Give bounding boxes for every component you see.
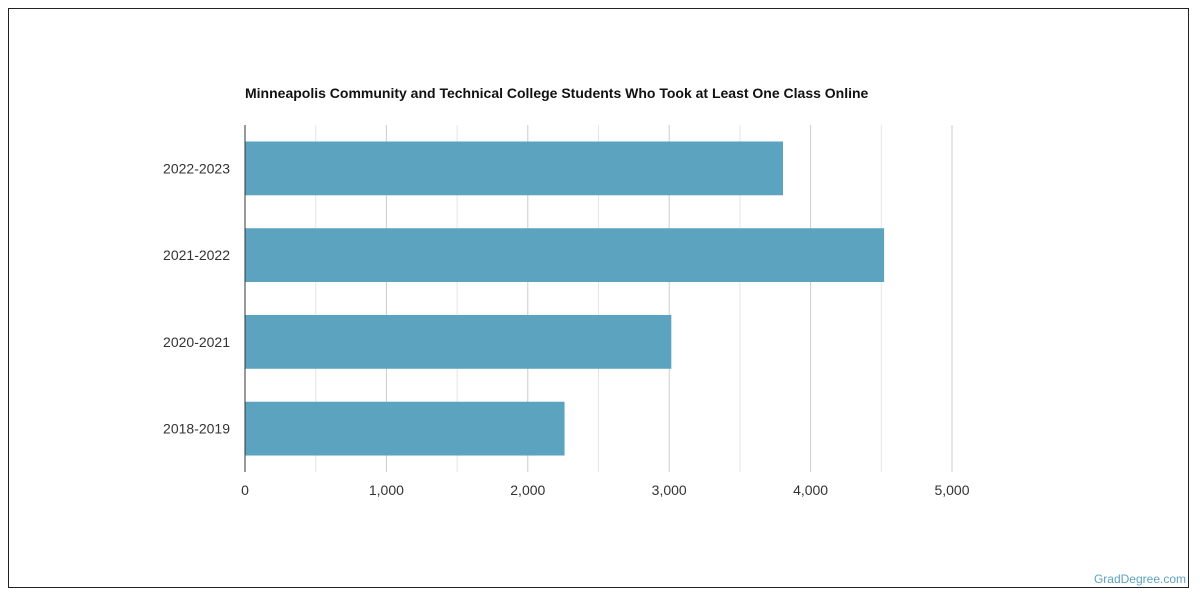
x-tick-label: 3,000 [652, 482, 687, 498]
category-label: 2018-2019 [163, 421, 230, 437]
category-label: 2022-2023 [163, 160, 230, 176]
bar-2020-2021 [245, 314, 672, 369]
bars [245, 141, 885, 456]
x-tick-label: 4,000 [793, 482, 828, 498]
chart-title: Minneapolis Community and Technical Coll… [245, 85, 869, 101]
category-labels: 2022-2023 2021-2022 2020-2021 2018-2019 [163, 160, 230, 436]
x-tick-label: 5,000 [934, 482, 969, 498]
category-label: 2021-2022 [163, 247, 230, 263]
x-tick-label: 2,000 [510, 482, 545, 498]
category-label: 2020-2021 [163, 334, 230, 350]
x-tick-label: 0 [241, 482, 249, 498]
tick-labels: 0 1,000 2,000 3,000 4,000 5,000 [241, 482, 970, 498]
source-link[interactable]: GradDegree.com [1093, 572, 1186, 586]
bar-2022-2023 [245, 141, 784, 196]
bar-2021-2022 [245, 228, 885, 283]
bar-2018-2019 [245, 401, 565, 456]
x-tick-label: 1,000 [369, 482, 404, 498]
